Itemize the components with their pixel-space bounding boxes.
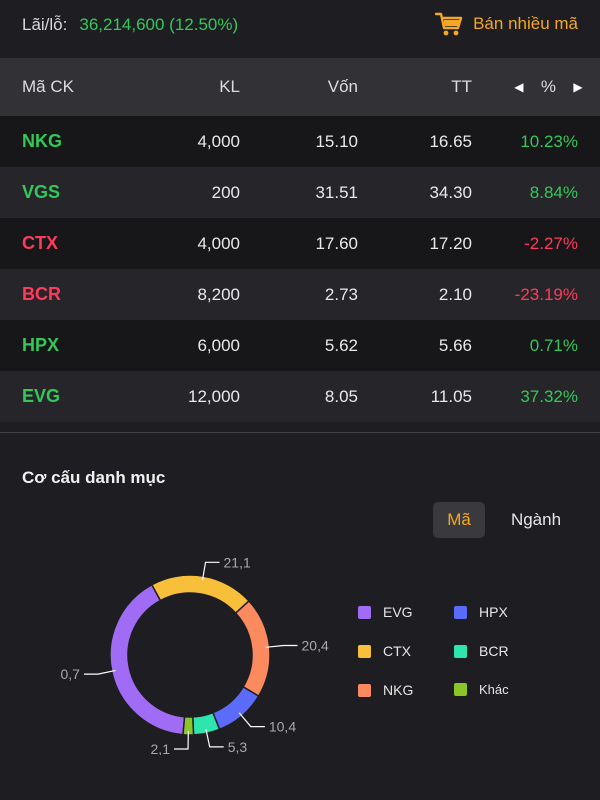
slice-leader-line <box>201 561 220 581</box>
slice-leader-line <box>205 729 224 748</box>
legend-swatch <box>358 644 371 658</box>
slice-value-label: 10,4 <box>269 719 296 735</box>
pnl-label: Lãi/lỗ: <box>22 15 68 34</box>
stock-percent-change: -2.27% <box>524 233 578 253</box>
table-row[interactable]: VGS 200 31.51 34.30 8.84% <box>0 167 600 218</box>
legend-label: CTX <box>383 643 411 659</box>
legend-swatch <box>454 644 467 658</box>
stock-code: HPX <box>22 335 60 355</box>
pnl-summary: Lãi/lỗ: 36,214,600 (12.50%) <box>0 0 600 50</box>
stock-volume: 200 <box>211 182 240 202</box>
stock-volume: 4,000 <box>197 131 240 151</box>
slice-value-label: 20,4 <box>302 638 329 654</box>
legend-swatch <box>358 683 371 697</box>
stock-cost: 8.05 <box>324 386 358 406</box>
cart-icon <box>435 12 463 36</box>
donut-slice-nkg[interactable] <box>234 599 271 698</box>
holdings-list: NKG 4,000 15.10 16.65 10.23% VGS 200 31.51 34.30… <box>0 116 600 422</box>
header-volume: KL <box>219 77 240 96</box>
header-market-price: TT <box>451 77 472 96</box>
header-percent-switcher: ◀ % ▶ <box>511 77 586 97</box>
table-row[interactable]: BCR 8,200 2.73 2.10 -23.19% <box>0 269 600 320</box>
legend-swatch <box>454 605 467 619</box>
stock-market-price: 2.10 <box>438 284 472 304</box>
stock-market-price: 16.65 <box>429 131 472 151</box>
stock-market-price: 34.30 <box>429 182 472 202</box>
donut-slice-hpx[interactable] <box>211 685 260 731</box>
legend-label: EVG <box>383 604 413 620</box>
slice-value-label: 40,7 <box>60 666 80 682</box>
sell-multiple-button[interactable]: Bán nhiều mã <box>435 8 578 40</box>
stock-cost: 31.51 <box>315 182 358 202</box>
legend-swatch <box>454 683 467 696</box>
donut-slice-khac[interactable] <box>182 715 195 736</box>
slice-leader-line <box>238 712 265 728</box>
table-row[interactable]: NKG 4,000 15.10 16.65 10.23% <box>0 116 600 167</box>
holdings-table-header: Mã CK KL Vốn TT ◀ % ▶ <box>0 58 600 116</box>
slice-value-label: 5,3 <box>228 739 248 755</box>
sell-multiple-label: Bán nhiều mã <box>473 14 578 33</box>
donut-slice-ctx[interactable] <box>150 574 251 615</box>
stock-code: NKG <box>22 131 62 151</box>
legend-label: BCR <box>479 643 509 659</box>
stock-cost: 2.73 <box>324 284 358 304</box>
stock-cost: 15.10 <box>315 131 358 151</box>
stock-code: BCR <box>22 284 61 304</box>
legend-label: Khác <box>479 682 509 697</box>
slice-value-label: 21,1 <box>224 555 251 570</box>
table-row[interactable]: HPX 6,000 5.62 5.66 0.71% <box>0 320 600 371</box>
caret-left-icon[interactable]: ◀ <box>514 80 524 94</box>
pnl-value: 36,214,600 (12.50%) <box>79 15 239 34</box>
legend-item[interactable]: EVG <box>358 604 413 620</box>
legend-item[interactable]: HPX <box>454 604 508 620</box>
stock-market-price: 11.05 <box>430 386 472 406</box>
legend-item[interactable]: Khác <box>454 682 509 697</box>
table-row[interactable]: CTX 4,000 17.60 17.20 -2.27% <box>0 218 600 269</box>
caret-right-icon[interactable]: ▶ <box>573 80 583 94</box>
stock-code: VGS <box>22 182 61 202</box>
legend-item[interactable]: NKG <box>358 682 413 698</box>
slice-value-label: 2,1 <box>151 741 171 755</box>
stock-percent-change: -23.19% <box>514 284 578 304</box>
stock-cost: 5.62 <box>324 335 358 355</box>
header-percent: % <box>540 77 556 96</box>
stock-percent-change: 8.84% <box>529 182 578 202</box>
stock-market-price: 17.20 <box>429 233 472 253</box>
table-row[interactable]: EVG 12,000 8.05 11.05 37.32% <box>0 371 600 422</box>
legend-item[interactable]: CTX <box>358 643 411 659</box>
toggle-by-ticker[interactable]: Mã <box>433 502 485 538</box>
stock-percent-change: 0.71% <box>529 335 578 355</box>
legend-item[interactable]: BCR <box>454 643 509 659</box>
stock-percent-change: 10.23% <box>520 131 578 151</box>
stock-market-price: 5.66 <box>438 335 472 355</box>
portfolio-structure-title: Cơ cấu danh mục <box>22 468 166 487</box>
stock-volume: 8,200 <box>197 284 240 304</box>
portfolio-donut-chart: 40,7 21,1 20,4 10,4 5,3 2,1 <box>60 555 329 755</box>
stock-cost: 17.60 <box>315 233 358 253</box>
stock-code: EVG <box>22 386 61 406</box>
stock-volume: 6,000 <box>197 335 240 355</box>
legend-swatch <box>358 605 371 619</box>
toggle-by-sector[interactable]: Ngành <box>510 510 562 529</box>
header-cost: Vốn <box>327 77 358 96</box>
stock-volume: 4,000 <box>197 233 240 253</box>
slice-leader-line <box>83 669 116 675</box>
legend-label: HPX <box>479 604 508 620</box>
donut-slice-evg[interactable] <box>109 583 186 736</box>
slice-leader-line <box>265 644 298 648</box>
stock-percent-change: 37.32% <box>520 386 578 406</box>
slice-leader-line <box>173 730 189 750</box>
legend-label: NKG <box>383 682 414 698</box>
stock-code: CTX <box>22 233 58 253</box>
header-code: Mã CK <box>22 77 74 96</box>
section-divider <box>0 432 600 433</box>
stock-volume: 12,000 <box>188 386 240 406</box>
